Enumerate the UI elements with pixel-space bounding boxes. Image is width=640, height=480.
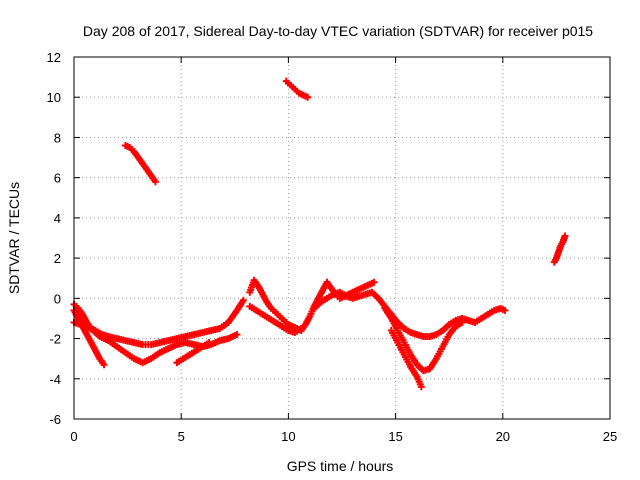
x-tick-label: 20 [496,429,510,444]
data-point [297,325,305,332]
y-tick-label: 4 [54,211,61,226]
x-tick-label: 25 [603,429,617,444]
data-point [417,383,425,391]
x-axis-label: GPS time / hours [287,458,394,474]
data-point [561,232,569,240]
y-tick-label: -4 [49,372,61,387]
chart-title: Day 208 of 2017, Sidereal Day-to-day VTE… [83,23,593,39]
data-point [100,361,108,369]
axis-ticks: 0 5 10 15 20 25 -6 -4 -2 0 2 4 6 8 10 12 [47,50,618,444]
y-tick-label: 10 [47,90,61,105]
x-tick-label: 0 [70,429,77,444]
data-point [304,93,312,101]
y-tick-label: 8 [54,130,61,145]
data-point [233,331,241,339]
data-point [151,178,159,186]
plot-frame [73,56,611,420]
data-point [501,306,509,314]
x-tick-label: 5 [178,429,185,444]
grid-lines [74,57,610,419]
y-tick-label: -2 [49,332,61,347]
data-points [70,77,569,391]
data-point [458,318,466,326]
data-point [239,296,247,304]
x-tick-label: 15 [388,429,402,444]
y-tick-label: 2 [54,251,61,266]
x-tick-label: 10 [281,429,295,444]
data-point [370,278,378,286]
y-tick-label: 12 [47,50,61,65]
data-point [205,339,213,347]
y-tick-label: -6 [49,412,61,427]
y-tick-label: 0 [54,291,61,306]
y-axis-label: SDTVAR / TECUs [6,182,22,294]
y-tick-label: 6 [54,171,61,186]
